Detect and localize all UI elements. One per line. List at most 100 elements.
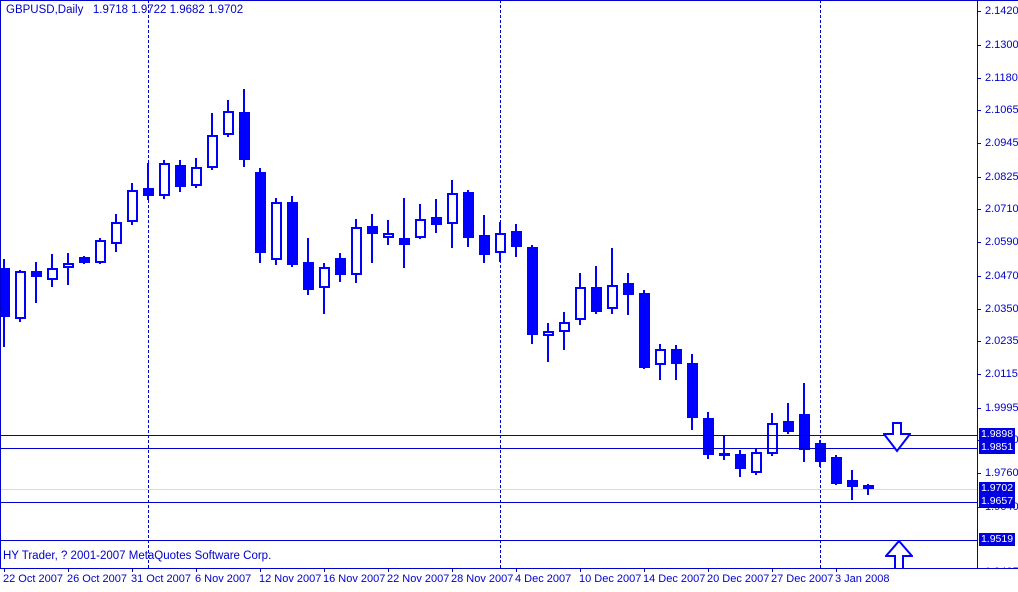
time-axis-line [0,568,1018,569]
date-tick-label: 10 Dec 2007 [579,573,642,585]
candle-body [143,188,154,196]
date-tick-label: 4 Dec 2007 [515,573,572,585]
date-tick-mark [260,569,261,572]
candle-body [127,190,138,222]
price-tick-label: 2.0350 [985,303,1018,315]
candle-body [191,167,202,186]
price-tick-label: 2.0710 [985,203,1018,215]
candle-body [111,222,122,244]
date-tick-label: 12 Nov 2007 [259,573,322,585]
price-tick-mark [977,374,981,375]
candle-body [415,219,426,238]
price-tick-mark [977,341,981,342]
candle-body [495,233,506,253]
candle-wick [403,198,405,268]
horizontal-line-object[interactable] [0,502,977,503]
chart-top-border [0,0,1018,1]
candle-body [623,283,634,295]
candle-body [239,112,250,160]
candle-wick [611,248,613,314]
date-tick-mark [4,569,5,572]
candle-body [271,202,282,260]
candle-body [767,423,778,454]
candle-body [223,111,234,135]
candle-body [463,192,474,238]
candle-body [255,172,266,253]
candle-body [399,238,410,245]
candle-wick [147,163,149,200]
horizontal-line-object[interactable] [0,540,977,541]
price-label-box: 1.9657 [979,495,1015,508]
candle-body [655,349,666,365]
candle-body [431,217,442,225]
price-tick-mark [977,143,981,144]
time-axis: 22 Oct 2007 26 Oct 2007 31 Oct 2007 6 Nov 2… [0,569,1018,592]
price-chart-plot-area[interactable]: GBPUSD,Daily 1.9718 1.9722 1.9682 1.9702… [0,0,977,568]
price-tick-label: 2.1065 [985,104,1018,116]
date-tick-mark [196,569,197,572]
price-label-box: 1.9898 [979,428,1015,441]
candle-body [607,285,618,309]
candle-wick [787,403,789,434]
chart-symbol-ohlc-title: GBPUSD,Daily 1.9718 1.9722 1.9682 1.9702 [6,4,244,16]
candle-body [175,165,186,187]
price-tick-mark [977,177,981,178]
horizontal-line-object[interactable] [0,448,977,449]
date-tick-label: 22 Oct 2007 [3,573,63,585]
candle-body [159,163,170,196]
candle-wick [435,199,437,233]
candle-body [63,263,74,268]
price-tick-mark [977,408,981,409]
date-tick-mark [836,569,837,572]
candle-body [335,258,346,275]
candle-body [383,233,394,238]
candle-body [639,293,650,368]
candle-body [543,331,554,336]
candle-body [287,202,298,265]
date-tick-label: 26 Oct 2007 [67,573,127,585]
period-separator-line [148,0,149,568]
price-tick-label: 2.0825 [985,171,1018,183]
date-tick-label: 22 Nov 2007 [387,573,450,585]
candle-body [719,453,730,456]
date-tick-mark [644,569,645,572]
price-tick-label: 2.1180 [985,72,1018,84]
arrow-down-object[interactable] [883,422,911,453]
candle-body [31,271,42,277]
candle-body [815,443,826,462]
price-tick-label: 2.1300 [985,39,1018,51]
price-tick-mark [977,276,981,277]
candle-body [319,267,330,288]
price-tick-mark [977,11,981,12]
date-tick-label: 14 Dec 2007 [643,573,706,585]
candle-body [207,135,218,168]
price-tick-label: 2.0470 [985,270,1018,282]
price-label-box: 1.9519 [979,533,1015,546]
bid-price-line [0,489,977,490]
date-tick-label: 20 Dec 2007 [707,573,770,585]
period-separator-line [820,0,821,568]
date-tick-mark [388,569,389,572]
candle-body [783,421,794,432]
candle-body [575,287,586,320]
candle-body [79,257,90,263]
candle-body [447,193,458,224]
candle-body [671,349,682,364]
date-tick-label: 3 Jan 2008 [835,573,890,585]
candle-body [703,418,714,455]
date-tick-label: 31 Oct 2007 [131,573,191,585]
price-tick-label: 1.9995 [985,402,1018,414]
copyright-text: HY Trader, ? 2001-2007 MetaQuotes Softwa… [3,550,272,562]
candle-body [863,485,874,489]
candle-body [799,414,810,450]
candle-body [735,454,746,469]
candle-body [527,247,538,335]
date-tick-mark [708,569,709,572]
horizontal-line-object[interactable] [0,435,977,436]
arrow-up-object[interactable] [885,540,913,568]
date-tick-label: 6 Nov 2007 [195,573,252,585]
candle-wick [547,323,549,362]
candle-body [0,268,10,317]
candle-body [303,262,314,290]
price-tick-label: 1.9760 [985,467,1018,479]
